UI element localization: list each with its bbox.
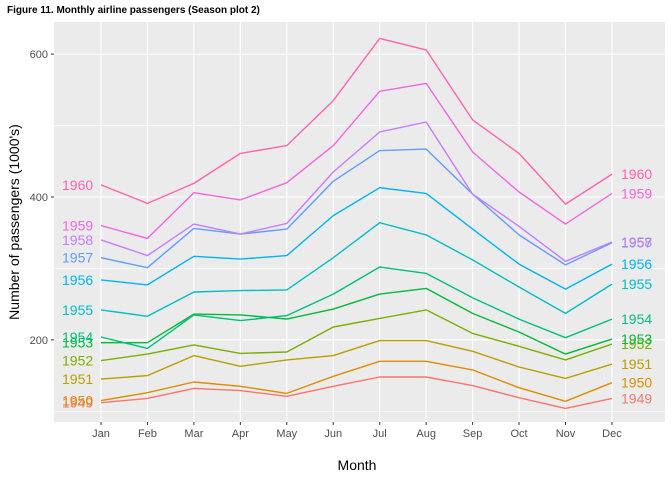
series-label-end-1956: 1956 (621, 256, 652, 272)
series-line-1957 (100, 148, 613, 269)
series-label-start-1955: 1955 (62, 302, 93, 318)
x-tick-label: Jan (92, 428, 110, 440)
series-label-start-1952: 1952 (62, 353, 93, 369)
series-label-end-1950: 1950 (621, 375, 652, 391)
figure-title: Figure 11. Monthly airline passengers (S… (7, 5, 260, 16)
series-label-start-1951: 1951 (62, 371, 93, 387)
series-line-1951 (100, 339, 613, 380)
series-label-end-1957: 1957 (621, 235, 652, 251)
series-label-end-1955: 1955 (621, 276, 652, 292)
x-tick-label: May (276, 428, 297, 440)
x-tick-label: Feb (138, 428, 157, 440)
minor-gridlines (54, 125, 665, 412)
plot-panel (54, 22, 665, 422)
x-axis: Jan Feb Mar Apr May Jun Jul Aug Sep Oct Nov Dec (92, 422, 622, 440)
series-label-start-1960: 1960 (62, 177, 93, 193)
series-label-end-1958: 1958 (621, 234, 652, 250)
series-label-start-1957: 1957 (62, 250, 93, 266)
series-label-end-1952: 1952 (621, 336, 652, 352)
series-label-end-1951: 1951 (621, 356, 652, 372)
series-label-end-1960: 1960 (621, 166, 652, 182)
x-tick-label: Oct (510, 428, 527, 440)
x-tick-label: Sep (463, 428, 483, 440)
series-label-start-1954: 1954 (62, 329, 93, 345)
series-line-1959 (100, 82, 613, 240)
x-axis-title: Month (338, 457, 377, 473)
x-tick-label: Mar (184, 428, 203, 440)
series-line-1960 (100, 37, 613, 205)
y-tick-label: 200 (30, 335, 48, 347)
x-tick-label: Aug (416, 428, 436, 440)
series-label-start-1950: 1950 (62, 393, 93, 409)
series-label-start-1959: 1959 (62, 218, 93, 234)
x-tick-label: Apr (232, 428, 249, 440)
series-label-start-1949: 1949 (62, 395, 93, 411)
y-axis: 200 400 600 (30, 49, 54, 347)
series-label-start-1958: 1958 (62, 232, 93, 248)
y-tick-label: 600 (30, 49, 48, 61)
series-label-end-1959: 1959 (621, 185, 652, 201)
series-line-1952 (100, 309, 613, 362)
series-line-1954 (100, 266, 613, 350)
series-line-1953 (101, 287, 613, 355)
series-label-end-1949: 1949 (621, 390, 652, 406)
y-axis-title: Number of passengers (1000's) (6, 124, 22, 320)
series-line-1949 (100, 376, 613, 410)
series-label-start-1956: 1956 (62, 272, 93, 288)
series-line-1958 (100, 121, 613, 262)
series-labels-start: 1949195019511952195319541955195619571958… (62, 177, 93, 411)
x-tick-label: Jul (373, 428, 387, 440)
x-tick-label: Nov (556, 428, 576, 440)
series-label-start-1953: 1953 (62, 335, 93, 351)
series-label-end-1953: 1953 (621, 331, 652, 347)
series-line-1955 (100, 221, 613, 317)
series-line-1950 (100, 360, 613, 402)
series-line-1956 (100, 186, 613, 290)
y-tick-label: 400 (30, 192, 48, 204)
series-label-end-1954: 1954 (621, 311, 652, 327)
series-lines (100, 37, 613, 410)
x-tick-label: Dec (602, 428, 622, 440)
x-tick-label: Jun (324, 428, 342, 440)
